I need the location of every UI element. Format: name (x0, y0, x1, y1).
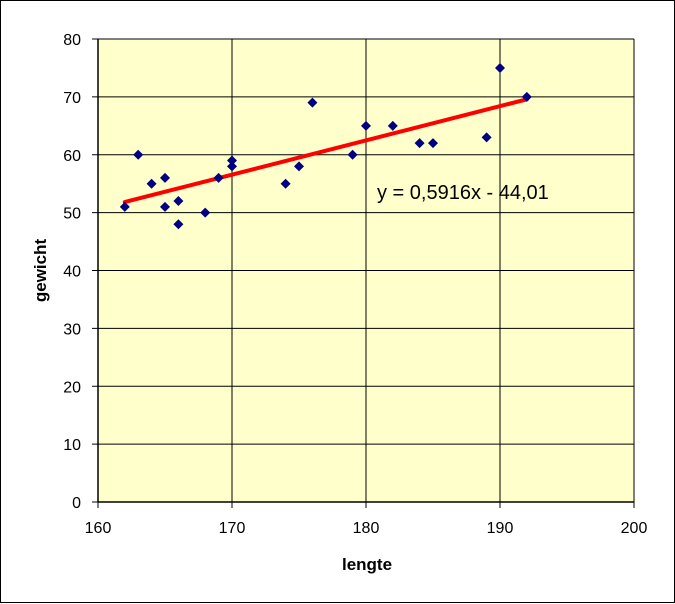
y-tick-label: 20 (63, 379, 81, 396)
y-tick-label: 30 (63, 321, 81, 338)
y-tick-label: 70 (63, 90, 81, 107)
data-point (347, 149, 358, 160)
x-tick-label: 200 (621, 520, 648, 537)
data-point (146, 178, 157, 189)
data-point (428, 138, 438, 149)
data-points (119, 62, 532, 230)
x-tick-label: 180 (353, 520, 380, 537)
data-point (307, 97, 318, 108)
trendline (122, 97, 529, 205)
y-axis-title: gewicht (31, 239, 50, 303)
data-point (160, 201, 170, 212)
data-point (200, 207, 211, 218)
x-tick-label: 190 (487, 520, 514, 537)
y-tick-label: 0 (72, 495, 81, 512)
y-tick-label: 60 (63, 148, 81, 165)
data-point (495, 62, 505, 73)
data-point (294, 161, 304, 172)
x-tick-label: 170 (219, 520, 246, 537)
data-point (280, 178, 291, 189)
x-axis-ticks: 160 170 180 190 200 (85, 502, 648, 537)
y-tick-label: 10 (63, 437, 81, 454)
x-tick-label: 160 (85, 520, 112, 537)
data-point (173, 196, 184, 207)
y-tick-label: 40 (63, 264, 81, 281)
data-point (213, 172, 224, 183)
gridlines (98, 38, 635, 502)
data-point (387, 120, 398, 131)
x-axis-title: lengte (342, 555, 392, 574)
y-axis-ticks: 0 10 20 30 40 50 60 70 80 (63, 32, 98, 512)
data-point (227, 161, 237, 172)
data-point (227, 155, 237, 166)
data-point (521, 91, 532, 102)
data-point (133, 149, 144, 160)
y-tick-label: 80 (63, 32, 81, 49)
y-tick-label: 50 (63, 206, 81, 223)
data-point (361, 120, 371, 131)
data-point (119, 201, 130, 212)
data-point (173, 219, 184, 230)
data-point (160, 172, 170, 183)
trendline-group (122, 97, 529, 205)
data-point (414, 138, 425, 149)
trendline-equation: y = 0,5916x - 44,01 (377, 182, 549, 204)
data-point (481, 132, 492, 143)
